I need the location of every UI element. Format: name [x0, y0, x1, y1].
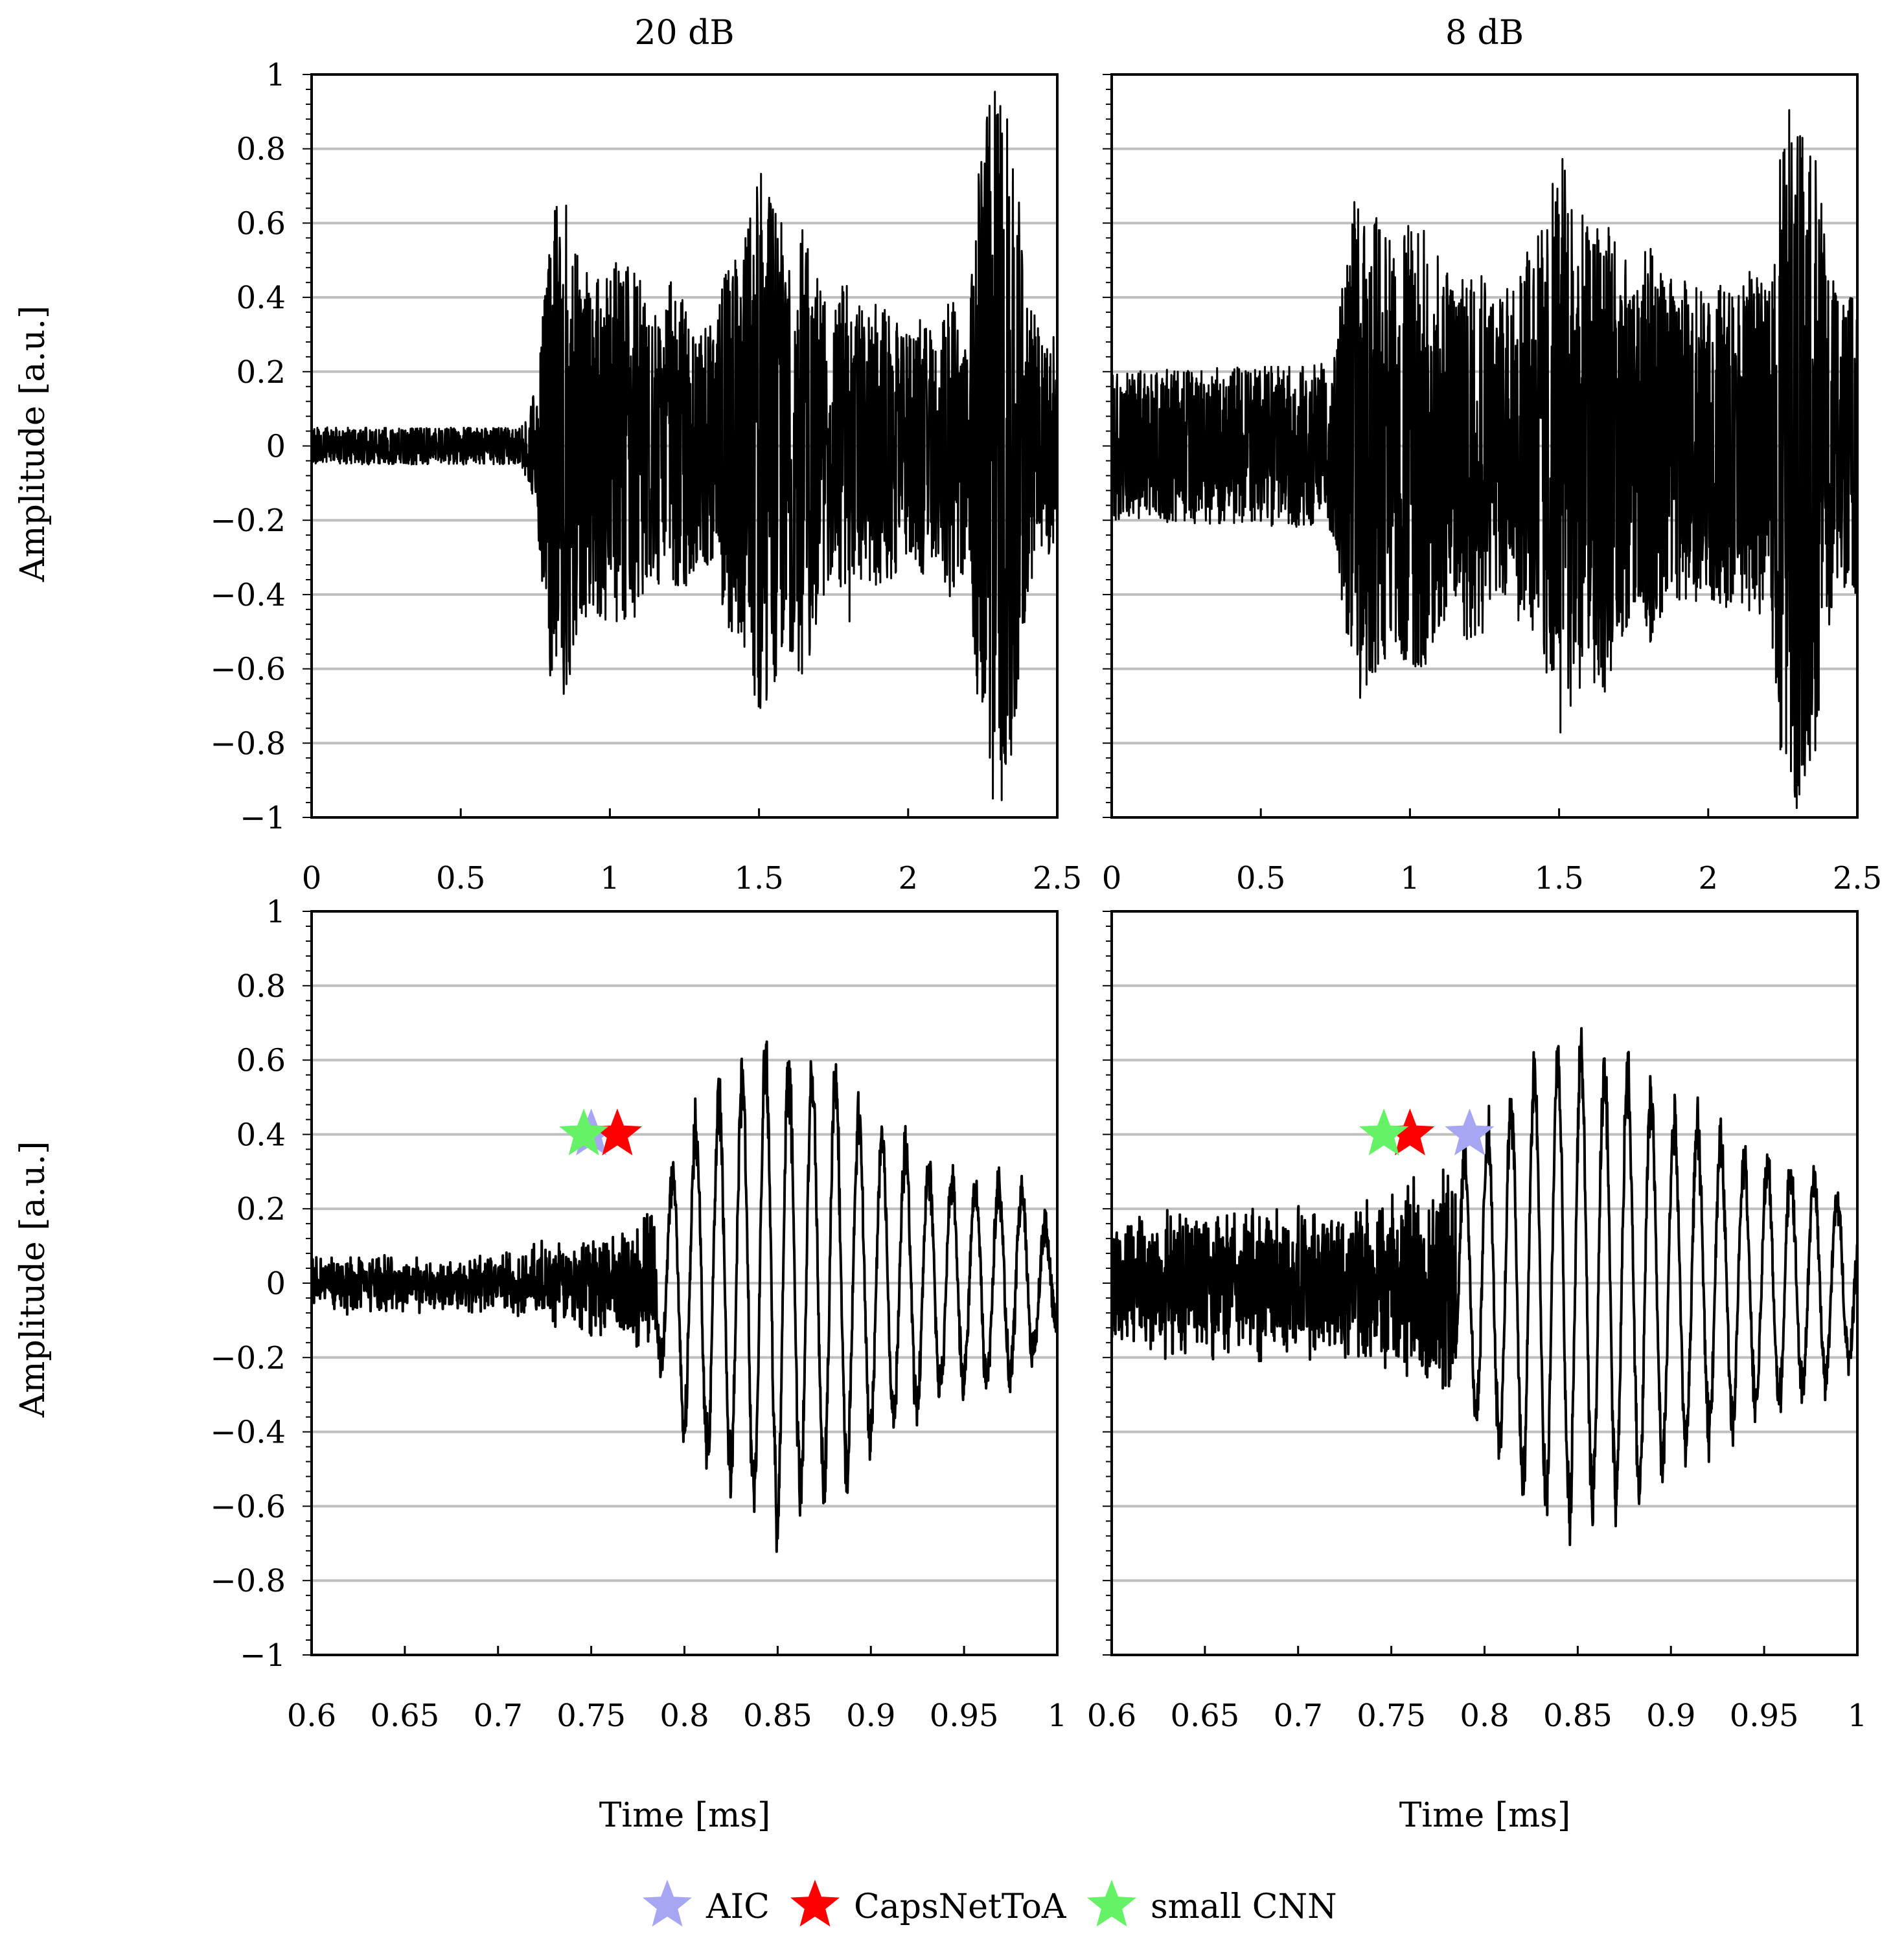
chart-panel-4: 0.6 0.65 0.7 0.75 0.8 0.85 0.9 0.95 1: [1087, 910, 1868, 1734]
y-tick-label: 1: [266, 894, 286, 930]
plot-frame: [310, 73, 1059, 819]
x-tick-label: 1.5: [734, 860, 783, 896]
y-tick-label: 0: [266, 429, 286, 465]
legend-item-capsnettoa: CapsNetToA: [790, 1880, 1067, 1927]
legend-label-capsnettoa: CapsNetToA: [854, 1887, 1067, 1926]
y-tick-label: −0.6: [210, 1488, 286, 1525]
y-tick-label: 0.6: [236, 1043, 286, 1079]
y-tick-label: 0.8: [236, 131, 286, 168]
x-tick-label: 0.95: [930, 1698, 999, 1734]
y-tick-label: −0.2: [210, 1340, 286, 1376]
x-tick-label: 1: [600, 860, 620, 896]
y-axis-title-top: Amplitude [a.u.]: [14, 306, 52, 583]
x-tick-label: 0.65: [370, 1698, 439, 1734]
legend-item-small-cnn: small CNN: [1087, 1880, 1337, 1927]
x-tick-label: 0.9: [1646, 1698, 1695, 1734]
x-tick-label: 1: [1048, 1698, 1068, 1734]
x-tick-label: 0.7: [1274, 1698, 1323, 1734]
star-marker-small-cnn: [1359, 1108, 1409, 1156]
x-tick-label: 2: [899, 860, 919, 896]
x-tick-label: 2.5: [1033, 860, 1082, 896]
legend-star-icon-capsnettoa: [790, 1880, 840, 1927]
y-tick-label: −1: [240, 800, 286, 836]
x-tick-label: 0.75: [1357, 1698, 1426, 1734]
x-tick-label: 0.6: [1087, 1698, 1136, 1734]
y-tick-label: 0.6: [236, 205, 286, 242]
legend-star-icon-aic: [643, 1880, 692, 1927]
y-tick-label: 0.2: [236, 354, 286, 391]
x-tick-label: 1: [1848, 1698, 1868, 1734]
x-tick-label: 0.75: [556, 1698, 626, 1734]
y-tick-label: 0.8: [236, 968, 286, 1005]
plot-frame: [310, 910, 1059, 1656]
x-tick-label: 0.8: [1460, 1698, 1509, 1734]
y-tick-label: −0.4: [210, 577, 286, 613]
y-axis-title-bottom: Amplitude [a.u.]: [14, 1141, 52, 1419]
x-tick-label: 0.9: [846, 1698, 895, 1734]
y-tick-label: 0.4: [236, 280, 286, 316]
x-tick-label: 0: [1102, 860, 1122, 896]
x-axis-title-left: Time [ms]: [599, 1796, 771, 1835]
chart-panel-2: 8 dB 0 0.5 1 1.5 2 2.5: [1102, 14, 1882, 896]
x-tick-label: 0.5: [1236, 860, 1285, 896]
x-tick-label: 0.85: [743, 1698, 812, 1734]
chart-panel-3: −1 −0.8 −0.6 −0.4 −0.2 0 0.2 0.4 0.6 0.8 1 0.6 0.65 0…: [210, 894, 1067, 1734]
y-tick-label: 1: [266, 57, 286, 93]
legend-label-aic: AIC: [705, 1887, 770, 1926]
x-tick-label: 2.5: [1833, 860, 1882, 896]
chart-panels: 20 dB−1−0.8−0.6−0.4−0.200.20.40.60.810 0.…: [210, 14, 1882, 1734]
x-tick-label: 0.85: [1543, 1698, 1612, 1734]
star-marker-capsnettoa: [592, 1108, 642, 1156]
signal-trace: [1110, 1027, 1859, 1546]
star-marker-aic: [1445, 1108, 1495, 1156]
x-tick-label: 0: [302, 860, 322, 896]
x-tick-label: 0.6: [287, 1698, 336, 1734]
star-marker-capsnettoa: [1385, 1108, 1435, 1156]
legend: AIC CapsNetToA small CNN: [643, 1880, 1337, 1927]
y-tick-label: 0.2: [236, 1191, 286, 1227]
y-tick-label: −0.2: [210, 503, 286, 539]
x-tick-label: 2: [1699, 860, 1719, 896]
signal-trace: [310, 1040, 1059, 1553]
y-tick-label: 0.4: [236, 1117, 286, 1153]
legend-item-aic: AIC: [643, 1880, 770, 1927]
chart-panel-1: 20 dB −1 −0.8 −0.6 −0.4 −0.2 0 0.2 0.4 0.6 0.8 1 0 0.…: [210, 14, 1082, 896]
star-marker-small-cnn: [559, 1108, 609, 1156]
x-axis-title-right: Time [ms]: [1399, 1796, 1571, 1835]
x-tick-label: 0.8: [660, 1698, 709, 1734]
x-tick-label: 1: [1400, 860, 1420, 896]
y-tick-label: −1: [240, 1637, 286, 1674]
y-tick-label: 0: [266, 1266, 286, 1302]
panel-title: 20 dB: [634, 14, 734, 52]
legend-label-small-cnn: small CNN: [1151, 1887, 1337, 1926]
y-tick-label: −0.8: [210, 725, 286, 762]
x-tick-label: 0.7: [474, 1698, 523, 1734]
plot-frame: [1110, 73, 1859, 819]
y-tick-label: −0.6: [210, 652, 286, 688]
x-tick-label: 1.5: [1534, 860, 1583, 896]
x-tick-label: 0.5: [436, 860, 485, 896]
signal-trace: [310, 91, 1059, 801]
y-tick-label: −0.8: [210, 1563, 286, 1599]
panel-title: 8 dB: [1445, 14, 1524, 52]
x-tick-label: 0.65: [1170, 1698, 1239, 1734]
signal-trace: [1110, 109, 1859, 809]
legend-star-icon-small-cnn: [1087, 1880, 1136, 1927]
y-tick-label: −0.4: [210, 1415, 286, 1451]
x-tick-label: 0.95: [1730, 1698, 1799, 1734]
plot-frame: [1110, 910, 1859, 1656]
